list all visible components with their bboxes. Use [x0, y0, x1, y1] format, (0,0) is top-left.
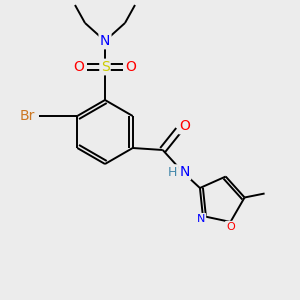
Text: O: O: [179, 119, 190, 133]
Text: N: N: [179, 165, 190, 179]
Text: N: N: [197, 214, 205, 224]
Text: N: N: [100, 34, 110, 48]
Text: O: O: [126, 60, 136, 74]
Text: O: O: [226, 222, 235, 232]
Text: H: H: [168, 166, 177, 178]
Text: O: O: [74, 60, 84, 74]
Text: S: S: [100, 60, 109, 74]
Text: Br: Br: [20, 109, 35, 123]
